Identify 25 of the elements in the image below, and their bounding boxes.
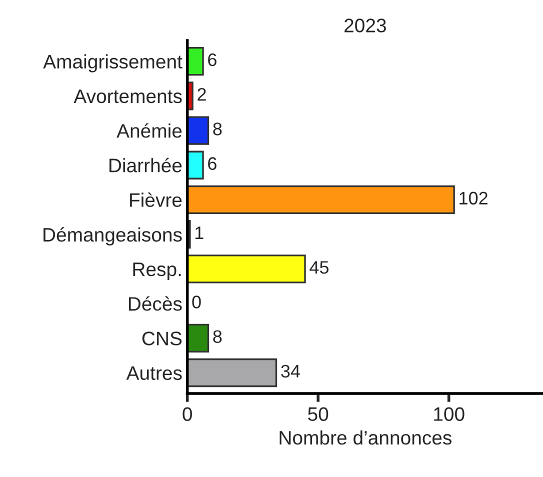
x-axis-title: Nombre d’annonces xyxy=(280,430,452,445)
y-tick-label: Autres xyxy=(126,366,182,380)
y-tick-label: Avortements xyxy=(74,90,182,104)
y-tick-label: Resp. xyxy=(133,262,181,280)
y-tick-label: Décès xyxy=(128,296,182,311)
y-tick-label: Anémie xyxy=(116,123,182,138)
data-label: 8 xyxy=(213,122,222,136)
data-label: 1 xyxy=(195,226,204,240)
y-tick-label: Amaigrissement xyxy=(43,54,182,72)
data-label: 0 xyxy=(192,296,201,308)
data-label: 102 xyxy=(460,192,488,205)
data-label: 8 xyxy=(213,330,222,343)
data-label: 45 xyxy=(310,261,329,274)
chart-title: 2023 xyxy=(344,18,386,32)
data-label: 6 xyxy=(208,157,216,170)
y-tick-label: Fièvre xyxy=(130,192,182,207)
y-tick-label: CNS xyxy=(142,332,182,346)
x-tick-label: 50 xyxy=(308,407,328,421)
x-tick-label: 0 xyxy=(182,407,192,421)
data-label: 2 xyxy=(198,88,206,101)
y-tick-label: Diarrhée xyxy=(110,158,182,172)
x-tick-label: 100 xyxy=(434,407,464,421)
data-label: 6 xyxy=(208,53,216,66)
y-tick-label: Démangeaisons xyxy=(44,227,182,246)
data-label: 34 xyxy=(281,364,300,378)
